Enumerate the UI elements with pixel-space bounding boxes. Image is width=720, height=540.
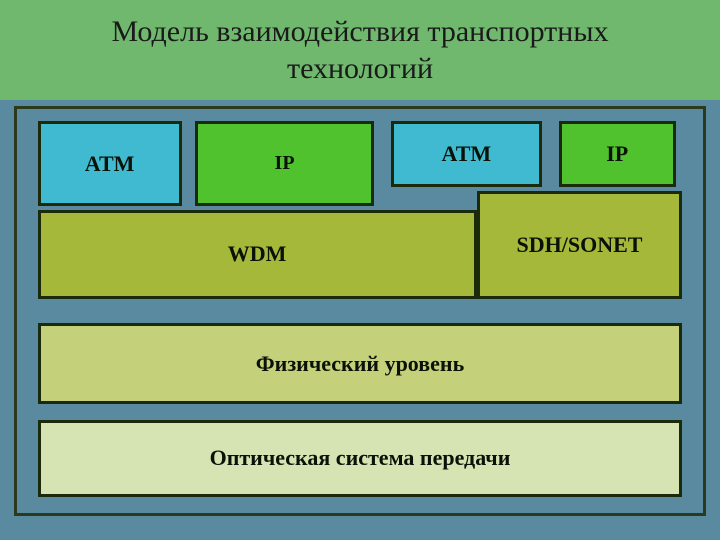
block-label: WDM <box>228 241 287 267</box>
block-atm-right: ATM <box>391 121 542 187</box>
block-label: IP <box>606 141 628 167</box>
block-wdm: WDM <box>38 210 477 299</box>
block-label: Оптическая система передачи <box>210 445 511 471</box>
diagram-area: ATM IP ATM IP WDM SDH/SONET Физический у… <box>0 100 720 540</box>
block-ip-right: IP <box>559 121 676 187</box>
block-physical-layer: Физический уровень <box>38 323 683 404</box>
title-band: Модель взаимодействия транспортных техно… <box>0 0 720 100</box>
block-label: ATM <box>441 141 491 167</box>
block-ip-left: IP <box>195 121 373 206</box>
block-optical-system: Оптическая система передачи <box>38 420 683 497</box>
block-sdh-sonet: SDH/SONET <box>477 191 683 299</box>
layer-diagram: ATM IP ATM IP WDM SDH/SONET Физический у… <box>14 106 706 516</box>
block-label: ATM <box>85 151 135 177</box>
block-label: SDH/SONET <box>517 232 643 258</box>
block-label: Физический уровень <box>256 351 464 377</box>
block-atm-left: ATM <box>38 121 182 206</box>
slide-title: Модель взаимодействия транспортных техно… <box>40 13 680 88</box>
block-label: IP <box>275 152 295 175</box>
slide: Модель взаимодействия транспортных техно… <box>0 0 720 540</box>
